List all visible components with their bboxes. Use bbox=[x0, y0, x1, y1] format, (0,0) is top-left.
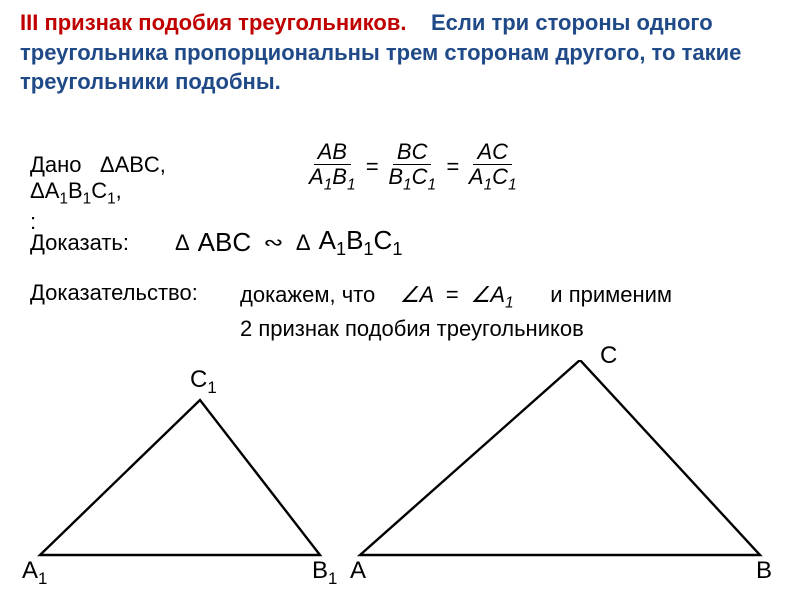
triangle-diagram: A1B1C1ABC bbox=[0, 360, 800, 600]
fraction-3: AC A1C1 bbox=[465, 140, 521, 195]
vertex-label: A bbox=[350, 557, 366, 585]
prove-t2: A1B1C1 bbox=[319, 225, 403, 260]
angle-equation: ∠A = ∠A1 bbox=[400, 282, 520, 307]
vertex-label: B1 bbox=[312, 557, 337, 589]
given-tri1: ΔABC, bbox=[100, 152, 166, 177]
prove-t1: ABC bbox=[198, 227, 251, 258]
prove-block: Доказать: Δ ABC ∾ Δ A1B1C1 bbox=[30, 225, 402, 260]
vertex-label: C1 bbox=[190, 366, 217, 398]
proportion: AB A1B1 = BC B1C1 = AC A1C1 bbox=[305, 140, 521, 195]
given-label: Дано bbox=[30, 152, 82, 177]
title-part1: III признак подобия треугольников. bbox=[20, 10, 406, 35]
vertex-label: A1 bbox=[22, 557, 47, 589]
diagram-svg bbox=[0, 360, 800, 600]
vertex-label: C bbox=[600, 342, 617, 370]
vertex-label: B bbox=[756, 557, 772, 585]
proof-label: Доказательство: bbox=[30, 280, 198, 306]
theorem-title: III признак подобия треугольников. Если … bbox=[20, 8, 780, 97]
fraction-1: AB A1B1 bbox=[305, 140, 360, 195]
given-block: Дано ΔABC, ΔA1B1C1, : bbox=[30, 152, 250, 236]
proof-body: докажем, что ∠A = ∠A1 и применим 2 призн… bbox=[240, 280, 770, 344]
fraction-2: BC B1C1 bbox=[384, 140, 440, 195]
title-part2: Если три bbox=[431, 10, 529, 35]
small-triangle bbox=[40, 400, 320, 555]
given-tri2: ΔA1B1C1, bbox=[30, 178, 122, 203]
prove-label: Доказать: bbox=[30, 230, 129, 256]
similarity-icon: ∾ bbox=[263, 230, 283, 255]
large-triangle bbox=[360, 360, 760, 555]
